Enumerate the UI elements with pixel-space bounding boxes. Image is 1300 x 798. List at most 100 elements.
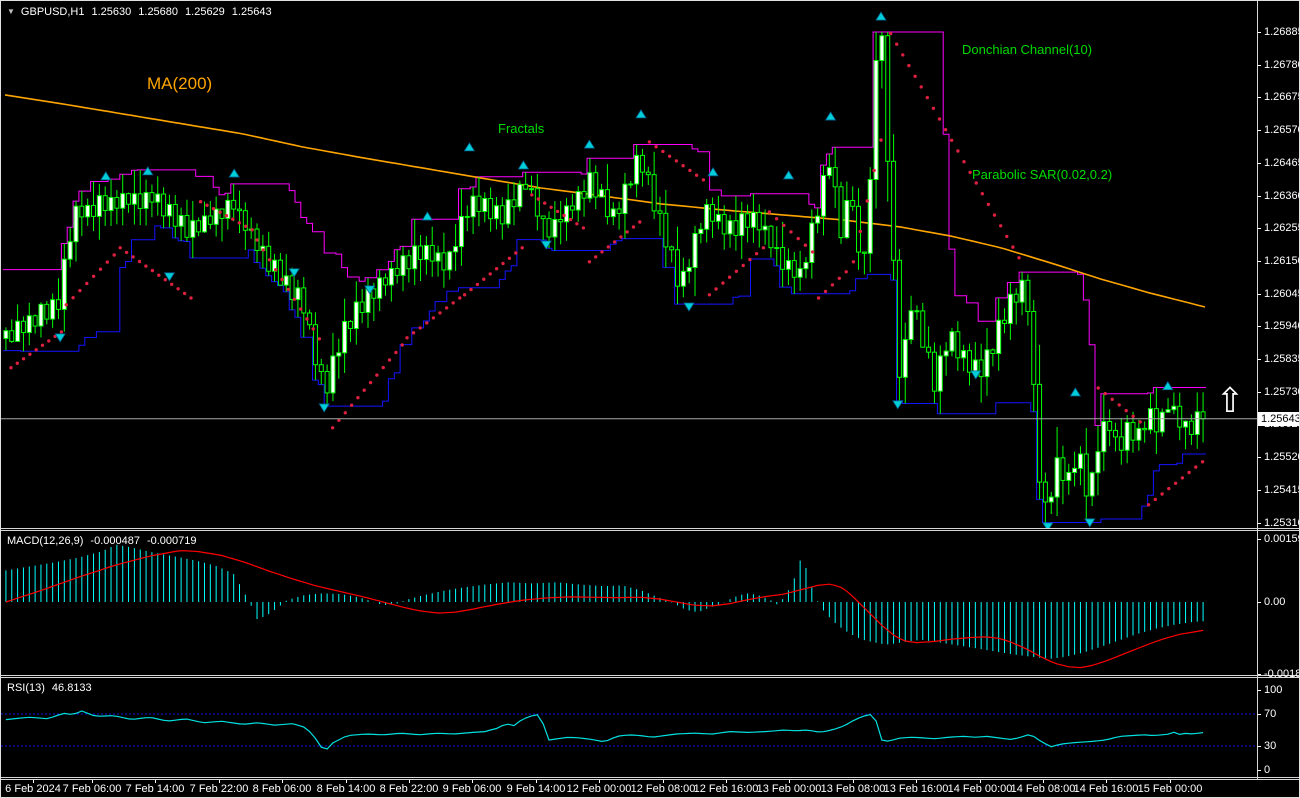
axis-tick: [1258, 523, 1261, 524]
time-axis-tick: [346, 780, 347, 783]
price-axis-label: 1.26570: [1264, 124, 1300, 136]
time-axis-label: 8 Feb 14:00: [316, 783, 376, 795]
donchian-label[interactable]: Donchian Channel(10): [962, 42, 1093, 57]
macd-panel: MACD(12,26,9) -0.000487 -0.000719: [1, 531, 1257, 675]
time-axis-tick: [155, 780, 156, 783]
fractals-label[interactable]: Fractals: [498, 121, 545, 136]
axis-tick: [1258, 163, 1261, 164]
rsi-axis-label: 30: [1264, 740, 1277, 752]
axis-tick: [1258, 65, 1261, 66]
macd-axis-label: -0.001824: [1264, 668, 1299, 680]
rsi-canvas[interactable]: [1, 678, 1257, 777]
price-axis-label: 1.25310: [1264, 517, 1300, 529]
axis-tick: [1258, 32, 1261, 33]
price-axis-label: 1.25415: [1264, 484, 1300, 496]
time-axis-label: 7 Feb 22:00: [189, 783, 249, 795]
rsi-indicator-label: RSI(13): [7, 682, 45, 694]
rsi-level-lines: [1, 713, 1257, 747]
axis-tick: [1258, 539, 1261, 540]
rsi-panel: RSI(13) 46.8133: [1, 678, 1257, 777]
symbol-dropdown-icon[interactable]: ▼: [7, 7, 15, 16]
axis-tick: [1258, 674, 1261, 675]
arrow-up-object[interactable]: ⇧: [1216, 381, 1245, 421]
quote-low: 1.25629: [185, 6, 225, 18]
time-axis-label: 8 Feb 06:00: [252, 783, 312, 795]
price-axis-label: 1.26360: [1264, 190, 1300, 202]
price-axis-label: 1.26150: [1264, 255, 1300, 267]
axis-tick: [1258, 294, 1261, 295]
axis-tick: [1258, 97, 1261, 98]
axis-tick: [1258, 457, 1261, 458]
rsi-axis-label: 0: [1264, 764, 1271, 776]
time-axis-tick: [409, 780, 410, 783]
price-axis-label: 1.25730: [1264, 386, 1300, 398]
price-axis-label: 1.26465: [1264, 157, 1300, 169]
axis-tick: [1258, 770, 1261, 771]
price-axis-label: 1.26255: [1264, 222, 1300, 234]
panel-separator[interactable]: [1, 528, 1299, 531]
quote-open: 1.25630: [91, 6, 132, 18]
panel-separator: [1, 777, 1299, 780]
time-axis-tick: [1043, 780, 1044, 783]
time-axis-tick: [726, 780, 727, 783]
axis-tick: [1258, 326, 1261, 327]
time-axis-label: 14 Feb 16:00: [1073, 783, 1139, 795]
time-axis-label: 14 Feb 00:00: [947, 783, 1013, 795]
parabolic-sar-dots: [9, 31, 1205, 507]
time-axis-label: 7 Feb 14:00: [125, 783, 185, 795]
time-axis-label: 12 Feb 08:00: [630, 783, 696, 795]
rsi-value: 46.8133: [51, 682, 92, 694]
main-chart-canvas[interactable]: ⇧: [1, 1, 1257, 528]
rsi-axis-label: 100: [1264, 684, 1283, 696]
quote-close: 1.25643: [231, 6, 272, 18]
time-axis-tick: [1106, 780, 1107, 783]
macd-value-signal: -0.000719: [146, 535, 197, 547]
panel-separator[interactable]: [1, 675, 1299, 678]
price-axis-label: 1.25940: [1264, 320, 1300, 332]
time-axis-tick: [599, 780, 600, 783]
time-axis-label: 12 Feb 16:00: [693, 783, 759, 795]
time-axis-tick: [33, 780, 34, 783]
macd-value-main: -0.000487: [90, 535, 140, 547]
donchian-channel-lines: [3, 31, 1206, 523]
macd-canvas[interactable]: [1, 531, 1257, 675]
time-axis-label: 6 Feb 2024: [5, 783, 61, 795]
time-axis-tick: [472, 780, 473, 783]
current-price-badge: 1.25643: [1258, 412, 1299, 426]
time-axis-tick: [92, 780, 93, 783]
time-axis-label: 14 Feb 08:00: [1010, 783, 1076, 795]
candles-series: [3, 32, 1206, 523]
time-axis-tick: [536, 780, 537, 783]
time-axis-tick: [282, 780, 283, 783]
macd-axis-label: 0.001594: [1264, 533, 1299, 545]
main-chart-panel: ⇧ ▼ GBPUSD,H1 1.25630 1.25680 1.25629 1.25643…: [1, 1, 1257, 528]
parabolic-sar-label[interactable]: Parabolic SAR(0.02,0.2): [972, 167, 1113, 182]
quote-high: 1.25680: [138, 6, 179, 18]
macd-histogram: [5, 544, 1204, 659]
macd-axis-label: 0.00: [1264, 596, 1286, 608]
time-axis-label: 9 Feb 14:00: [506, 783, 566, 795]
time-axis-tick: [916, 780, 917, 783]
time-axis-label: 13 Feb 16:00: [883, 783, 949, 795]
ma200-label[interactable]: MA(200): [147, 74, 213, 93]
price-axis-label: 1.25520: [1264, 451, 1300, 463]
axis-tick: [1258, 602, 1261, 603]
time-axis-tick: [789, 780, 790, 783]
time-axis-label: 8 Feb 22:00: [379, 783, 439, 795]
time-axis-tick: [1170, 780, 1171, 783]
axis-tick: [1258, 196, 1261, 197]
price-axis[interactable]: 1.26885 1.26780 1.26675 1.26570 1.26465 1.263…: [1258, 1, 1299, 780]
axis-tick: [1258, 690, 1261, 691]
macd-indicator-label: MACD(12,26,9): [7, 535, 84, 547]
axis-tick: [1258, 392, 1261, 393]
axis-tick: [1258, 490, 1261, 491]
time-axis[interactable]: 6 Feb 2024 7 Feb 06:00 7 Feb 14:00 7 Feb 22…: [1, 780, 1299, 797]
time-axis-tick: [853, 780, 854, 783]
time-axis-label: 12 Feb 00:00: [566, 783, 632, 795]
price-axis-label: 1.26885: [1264, 26, 1300, 38]
price-axis-label: 1.26045: [1264, 288, 1300, 300]
fractal-arrows: [54, 11, 1174, 528]
quote-bar: ▼ GBPUSD,H1 1.25630 1.25680 1.25629 1.25643: [7, 6, 272, 18]
axis-tick: [1258, 359, 1261, 360]
